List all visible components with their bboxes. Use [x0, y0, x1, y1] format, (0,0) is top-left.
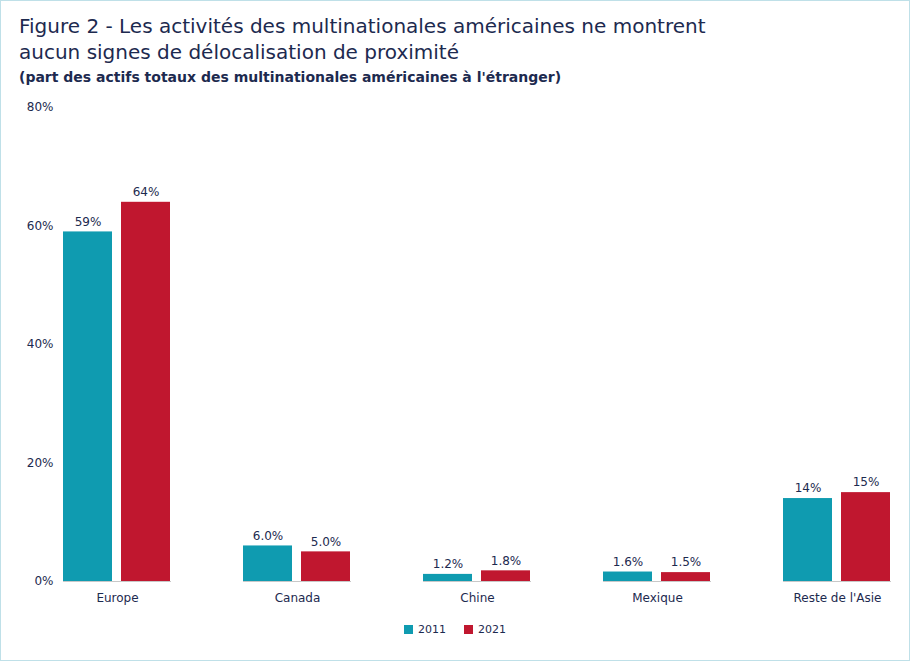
svg-text:1.2%: 1.2%	[433, 557, 464, 571]
svg-text:1.8%: 1.8%	[491, 554, 522, 568]
svg-text:80%: 80%	[27, 100, 54, 114]
svg-text:5.0%: 5.0%	[311, 535, 342, 549]
svg-text:Chine: Chine	[460, 591, 494, 605]
svg-text:6.0%: 6.0%	[253, 529, 284, 543]
svg-text:Europe: Europe	[96, 591, 138, 605]
html-text:2011: 2011	[418, 623, 446, 636]
html-text:2021: 2021	[478, 623, 506, 636]
svg-text:60%: 60%	[27, 219, 54, 233]
svg-text:Canada: Canada	[275, 591, 321, 605]
svg-text:20%: 20%	[27, 456, 54, 470]
svg-text:0%: 0%	[34, 574, 53, 588]
svg-text:1.5%: 1.5%	[671, 555, 702, 569]
html-text:(part des actifs totaux des mu: (part des actifs totaux des multinationa…	[19, 69, 562, 85]
svg-text:59%: 59%	[75, 215, 102, 229]
svg-text:1.6%: 1.6%	[613, 555, 644, 569]
svg-text:40%: 40%	[27, 337, 54, 351]
svg-text:14%: 14%	[795, 481, 822, 495]
html-text:Figure 2 - Les activités des m: Figure 2 - Les activités des multination…	[19, 14, 706, 64]
svg-text:15%: 15%	[853, 475, 880, 489]
svg-text:Reste de l'Asie: Reste de l'Asie	[794, 591, 882, 605]
svg-text:Mexique: Mexique	[632, 591, 683, 605]
svg-text:64%: 64%	[133, 185, 160, 199]
